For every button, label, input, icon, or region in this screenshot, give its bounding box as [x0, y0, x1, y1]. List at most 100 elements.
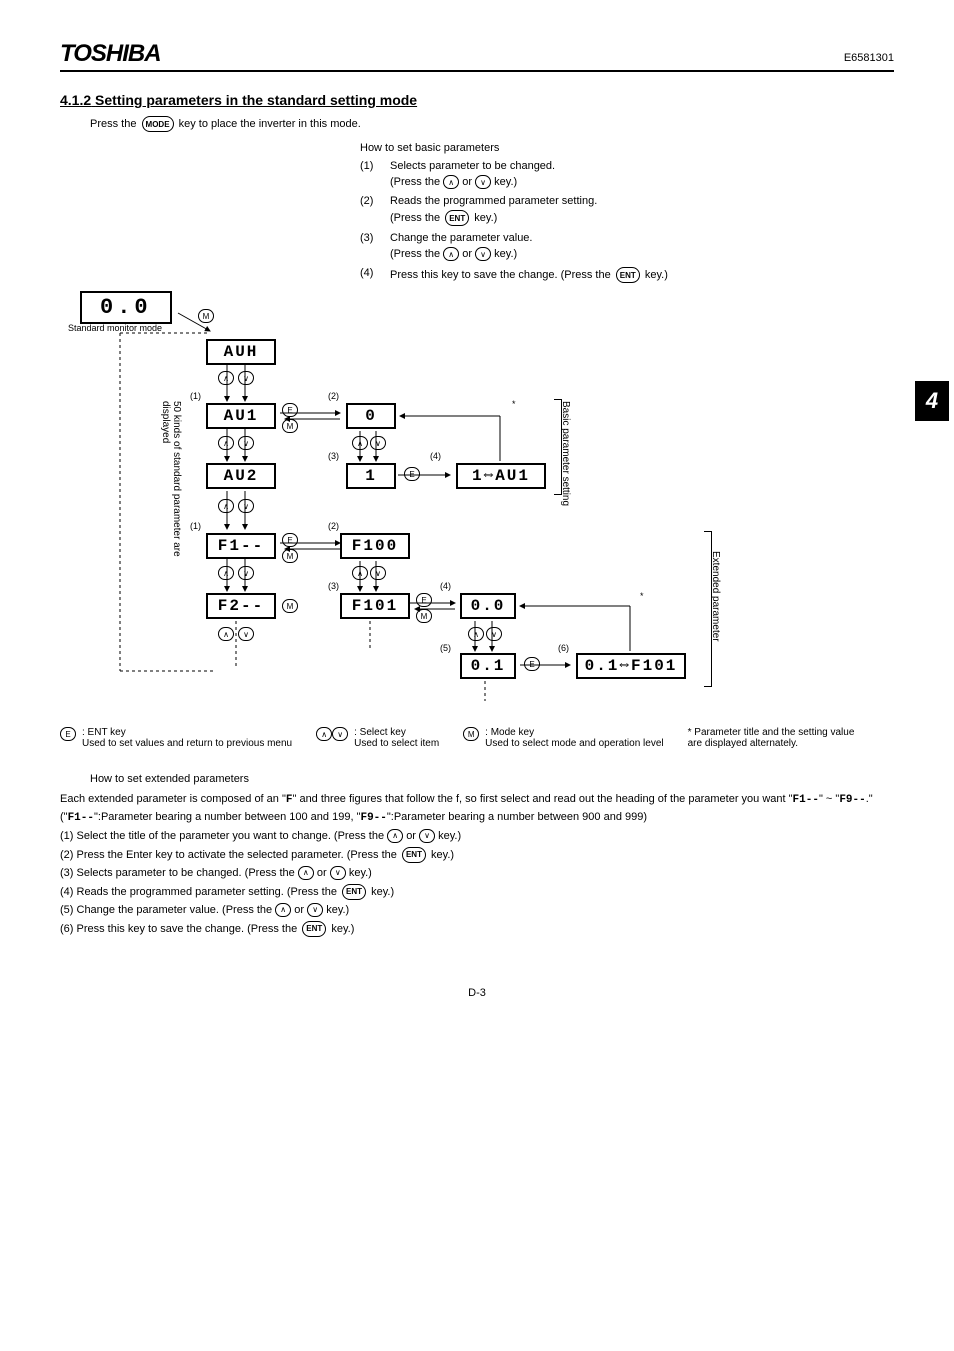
ext-para: Each extended parameter is composed of a…	[60, 791, 894, 826]
std-monitor-label: Standard monitor mode	[68, 323, 162, 333]
step-text: Reads the programmed parameter setting.	[390, 195, 894, 207]
t: ":Parameter bearing a number between 100…	[94, 811, 360, 823]
mode-key-icon: M	[198, 309, 214, 323]
display-auh: AUH	[206, 339, 276, 365]
display-f101: F101	[340, 593, 410, 619]
intro-line: Press the MODE key to place the inverter…	[90, 116, 894, 132]
step-num: (4)	[360, 267, 390, 283]
ext-step: (4) Reads the programmed parameter setti…	[60, 884, 894, 901]
sub-text: (Press the	[390, 176, 440, 188]
ent-key-icon: E	[404, 467, 420, 481]
section-heading-text: Setting parameters in the standard setti…	[95, 92, 417, 108]
display-f1: F1--	[206, 533, 276, 559]
section-title: 4.1.2 Setting parameters in the standard…	[60, 92, 894, 108]
down-key-icon: ∨	[419, 829, 435, 843]
down-key-icon: ∨	[238, 627, 254, 641]
basic-heading: How to set basic parameters	[360, 142, 894, 154]
seg: F1--	[793, 794, 819, 806]
down-key-icon: ∨	[238, 566, 254, 580]
step-num: (1)	[360, 160, 390, 172]
flow-diagram: 4	[60, 291, 894, 721]
step-label: (2)	[328, 391, 339, 401]
t: key.)	[431, 849, 454, 861]
step-label: (4)	[430, 451, 441, 461]
chapter-tab: 4	[915, 381, 949, 421]
display-f100: F100	[340, 533, 410, 559]
down-key-icon: ∨	[238, 436, 254, 450]
step-label: (3)	[328, 581, 339, 591]
sub-text: key.)	[474, 212, 497, 224]
legend-desc: Used to select mode and operation level	[485, 738, 663, 749]
t: or	[317, 867, 327, 879]
t: key.)	[331, 923, 354, 935]
bracket	[554, 399, 562, 495]
up-key-icon: ∧	[218, 436, 234, 450]
down-key-icon: ∨	[475, 175, 491, 189]
section-number: 4.1.2	[60, 92, 91, 108]
down-key-icon: ∨	[475, 247, 491, 261]
step-label: (1)	[190, 391, 201, 401]
up-key-icon: ∧	[218, 566, 234, 580]
t: Each extended parameter is composed of a…	[60, 793, 286, 805]
display-0: 0	[346, 403, 396, 429]
bracket	[704, 531, 712, 687]
display-au2: AU2	[206, 463, 276, 489]
sub-text: key.)	[494, 176, 517, 188]
legend-note: * Parameter title and the setting value …	[688, 727, 868, 749]
ent-key-icon: E	[282, 533, 298, 547]
t: key.)	[349, 867, 372, 879]
legend-desc: Used to set values and return to previou…	[82, 738, 292, 749]
ent-key-icon: ENT	[302, 921, 326, 937]
t: " ~ "	[819, 793, 839, 805]
ent-key-icon: E	[60, 727, 76, 741]
ent-key-icon: ENT	[402, 847, 426, 863]
sub-text: (Press the	[390, 248, 440, 260]
step-label: (6)	[558, 643, 569, 653]
asterisk: *	[512, 399, 516, 409]
up-key-icon: ∧	[218, 499, 234, 513]
down-key-icon: ∨	[238, 371, 254, 385]
t: or	[406, 830, 416, 842]
asterisk: *	[640, 591, 644, 601]
ent-key-icon: E	[282, 403, 298, 417]
up-key-icon: ∧	[387, 829, 403, 843]
sub-text: or	[462, 176, 472, 188]
ext-step: (5) Change the parameter value. (Press t…	[60, 902, 894, 919]
t: or	[294, 904, 304, 916]
mode-key-icon: M	[282, 549, 298, 563]
step-num: (2)	[360, 195, 390, 207]
down-key-icon: ∨	[370, 436, 386, 450]
step-sub: (Press the ∧ or ∨ key.)	[390, 247, 894, 261]
display-01: 0.1	[460, 653, 516, 679]
down-key-icon: ∨	[486, 627, 502, 641]
step-text: Change the parameter value.	[390, 232, 894, 244]
step-label: (3)	[328, 451, 339, 461]
up-key-icon: ∧	[298, 866, 314, 880]
step-text: Selects parameter to be changed.	[390, 160, 894, 172]
t: (5) Change the parameter value. (Press t…	[60, 904, 272, 916]
up-key-icon: ∧	[275, 903, 291, 917]
legend: E : ENT key Used to set values and retur…	[60, 727, 894, 749]
up-key-icon: ∧	[352, 566, 368, 580]
mode-key-icon: M	[282, 419, 298, 433]
up-key-icon: ∧	[443, 247, 459, 261]
down-key-icon: ∨	[330, 866, 346, 880]
down-key-icon: ∨	[370, 566, 386, 580]
sub-text: or	[462, 248, 472, 260]
step-text-tail: key.)	[645, 269, 668, 281]
t: key.)	[371, 886, 394, 898]
ext-heading: How to set extended parameters	[90, 773, 894, 785]
left-vtext: 50 kinds of standard parameter are displ…	[160, 401, 182, 601]
mode-key-icon: M	[282, 599, 298, 613]
legend-title: : Select key	[354, 727, 439, 738]
sub-text: key.)	[494, 248, 517, 260]
ext-step: (2) Press the Enter key to activate the …	[60, 847, 894, 864]
legend-title: : Mode key	[485, 727, 663, 738]
down-key-icon: ∨	[332, 727, 348, 741]
t: (4) Reads the programmed parameter setti…	[60, 886, 337, 898]
t: key.)	[438, 830, 461, 842]
step-sub: (Press the ENT key.)	[390, 210, 894, 226]
t: (3) Selects parameter to be changed. (Pr…	[60, 867, 295, 879]
seg: F1--	[68, 812, 94, 824]
seg: F9--	[360, 812, 386, 824]
